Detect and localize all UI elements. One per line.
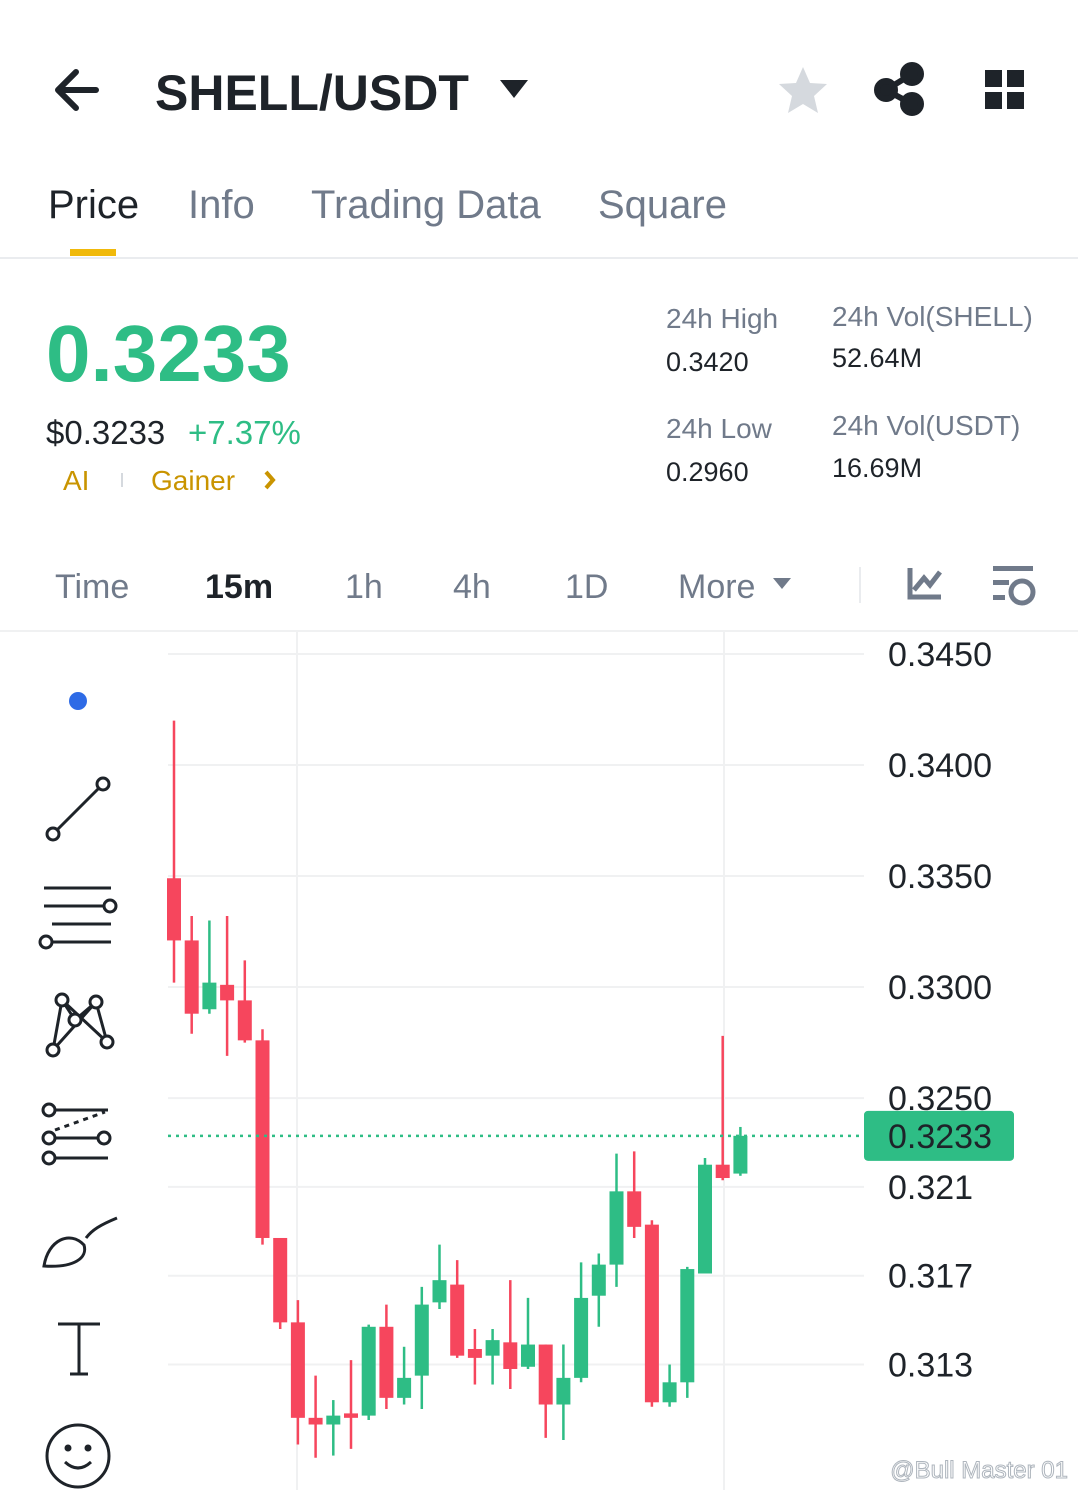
tab[interactable]: Price xyxy=(48,183,139,227)
tag[interactable]: AI xyxy=(63,465,89,496)
share-button[interactable] xyxy=(874,62,924,116)
y-tick-label: 0.3350 xyxy=(888,858,992,896)
tag-separator xyxy=(121,473,123,487)
candle-body xyxy=(432,1280,447,1303)
interval[interactable]: 1h xyxy=(345,568,383,606)
parallel-tool[interactable] xyxy=(38,886,118,950)
last-price: 0.3233 xyxy=(46,309,291,398)
indicator-button[interactable] xyxy=(907,568,942,600)
tab[interactable]: Square xyxy=(598,183,727,227)
emoji-tool[interactable] xyxy=(45,1423,111,1489)
candle-body xyxy=(485,1340,500,1356)
candle-body xyxy=(273,1237,288,1323)
candlestick-chart xyxy=(167,632,864,1490)
brush-tool[interactable] xyxy=(42,1216,118,1268)
candle-body xyxy=(556,1377,571,1405)
y-tick-label: 0.321 xyxy=(888,1169,973,1207)
interval[interactable]: 15m xyxy=(205,568,273,606)
candle-body xyxy=(591,1264,606,1296)
candle-body xyxy=(503,1342,518,1369)
stat-value: 0.2960 xyxy=(666,457,749,487)
fib-tool[interactable] xyxy=(41,1102,112,1166)
interval[interactable]: More xyxy=(678,568,755,606)
last-price-label: 0.3233 xyxy=(888,1118,992,1156)
stat-label: 24h Low xyxy=(666,413,773,444)
y-tick-label: 0.3400 xyxy=(888,747,992,785)
candle-body xyxy=(414,1304,429,1376)
tag-chevron[interactable] xyxy=(264,470,276,490)
candle-body xyxy=(644,1224,659,1403)
layout-button[interactable] xyxy=(985,70,1024,109)
candle-body xyxy=(538,1344,553,1405)
candle-body xyxy=(361,1326,376,1416)
candle-body xyxy=(308,1417,323,1425)
candle-body xyxy=(627,1191,642,1227)
candle-body xyxy=(467,1348,482,1358)
pattern-tool[interactable] xyxy=(45,992,115,1058)
favorite-star[interactable] xyxy=(779,67,827,113)
price-change: +7.37% xyxy=(188,414,301,451)
settings-button[interactable] xyxy=(993,566,1036,606)
candle-body xyxy=(326,1415,341,1425)
more-dropdown[interactable] xyxy=(773,578,791,589)
candle-body xyxy=(662,1382,677,1403)
candle-body xyxy=(609,1191,624,1265)
candle-body xyxy=(202,982,217,1010)
interval[interactable]: 4h xyxy=(453,568,491,606)
candle-body xyxy=(680,1269,695,1383)
watermark: @Bull Master 01 xyxy=(890,1457,1068,1484)
candle-body xyxy=(698,1164,712,1274)
tag[interactable]: Gainer xyxy=(151,465,235,496)
pair-title[interactable]: SHELL/USDT xyxy=(155,65,469,121)
divider xyxy=(0,630,1078,632)
candle-body xyxy=(184,940,199,1014)
pair-dropdown[interactable] xyxy=(500,80,528,98)
last-price-badge xyxy=(864,1110,1014,1161)
stat-value: 52.64M xyxy=(832,343,922,373)
stat-value: 0.3420 xyxy=(666,347,749,377)
candle-body xyxy=(237,1000,252,1041)
tab[interactable]: Info xyxy=(188,183,255,227)
candle-body xyxy=(220,984,235,1001)
interval[interactable]: Time xyxy=(55,568,129,606)
stat-value: 16.69M xyxy=(832,453,922,483)
interval[interactable]: 1D xyxy=(565,568,608,606)
divider xyxy=(859,567,861,603)
tab[interactable]: Trading Data xyxy=(311,183,542,227)
line-tool[interactable] xyxy=(45,776,111,842)
divider xyxy=(0,257,1078,259)
candle-body xyxy=(450,1284,465,1356)
stat-label: 24h Vol(SHELL) xyxy=(832,301,1033,332)
tab-indicator xyxy=(70,249,116,256)
candle-body xyxy=(379,1326,394,1398)
y-tick-label: 0.3300 xyxy=(888,969,992,1007)
text-tool[interactable] xyxy=(58,1322,100,1376)
candle-body xyxy=(397,1377,412,1398)
back-button[interactable] xyxy=(55,69,99,111)
stat-label: 24h High xyxy=(666,303,778,334)
tool-indicator xyxy=(69,692,87,710)
y-tick-label: 0.317 xyxy=(888,1258,973,1296)
candle-body xyxy=(574,1297,589,1378)
usd-price: $0.3233 xyxy=(46,414,165,451)
candle-body xyxy=(167,878,181,941)
candle-body xyxy=(733,1135,748,1174)
candle-body xyxy=(255,1040,270,1238)
candle-body xyxy=(290,1322,305,1418)
candle-body xyxy=(715,1164,730,1179)
candle-body xyxy=(521,1344,535,1367)
stat-label: 24h Vol(USDT) xyxy=(832,410,1020,441)
candle-body xyxy=(344,1413,358,1418)
y-tick-label: 0.313 xyxy=(888,1347,973,1385)
y-tick-label: 0.3450 xyxy=(888,636,992,674)
